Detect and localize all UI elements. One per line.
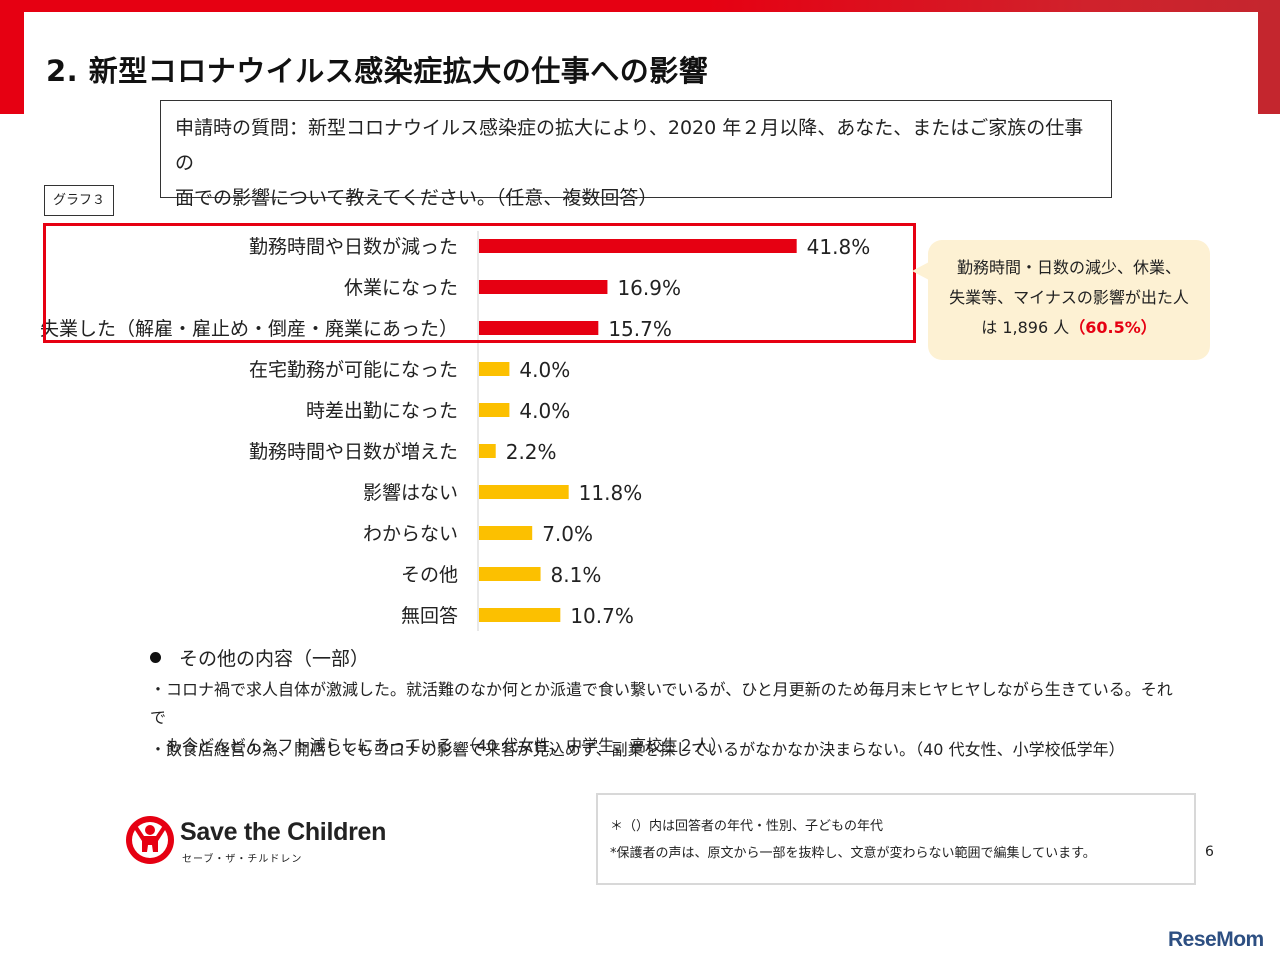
negative-impact-highlight-box [43, 223, 916, 343]
bar [479, 239, 797, 253]
bar [479, 526, 533, 540]
question-line-1: 申請時の質問：新型コロナウイルス感染症の拡大により、2020 年２月以降、あなた… [175, 117, 1084, 174]
top-accent-bar [0, 0, 1280, 12]
graph-tag: グラフ３ [44, 185, 114, 216]
page-title: 2. 新型コロナウイルス感染症拡大の仕事への影響 [46, 54, 709, 88]
comment-line: ・飲食店経営の為、開店してもコロナの影響で来客が見込めず、副業を探しているがなか… [150, 740, 1125, 759]
page-number: 6 [1205, 844, 1214, 860]
value-label: 4.0% [519, 399, 570, 423]
bar [479, 362, 510, 376]
bar [479, 608, 561, 622]
bar [479, 321, 599, 335]
category-label: 失業した（解雇・雇止め・倒産・廃業にあった） [40, 318, 458, 340]
value-label: 10.7% [570, 604, 634, 628]
value-label: 16.9% [617, 276, 681, 300]
value-label: 11.8% [579, 481, 643, 505]
note-line-1: ＊（）内は回答者の年代・性別、子どもの年代 [610, 819, 884, 834]
category-label: 勤務時間や日数が減った [249, 236, 458, 258]
callout-pointer [912, 262, 929, 280]
callout-line-3: は 1,896 人（60.5%） [938, 313, 1200, 343]
category-label: 休業になった [344, 277, 458, 299]
save-the-children-logo: Save the Children セーブ・ザ・チルドレン [122, 808, 392, 868]
callout-count: は 1,896 人 [981, 318, 1070, 337]
other-content-heading-text: その他の内容（一部） [179, 648, 370, 670]
value-label: 4.0% [519, 358, 570, 382]
other-content-heading: その他の内容（一部） [150, 644, 369, 671]
resemom-watermark: ReseMom [1168, 928, 1264, 951]
callout-line-2: 失業等、マイナスの影響が出た人 [949, 288, 1189, 307]
value-label: 15.7% [608, 317, 672, 341]
category-label: 在宅勤務が可能になった [249, 359, 458, 381]
category-label: その他 [401, 564, 458, 586]
value-label: 8.1% [551, 563, 602, 587]
callout-line-1: 勤務時間・日数の減少、休業、 [956, 258, 1181, 277]
category-label: 無回答 [401, 605, 458, 627]
comment-item: ・飲食店経営の為、開店してもコロナの影響で来客が見込めず、副業を探しているがなか… [150, 736, 1180, 764]
category-label: 勤務時間や日数が増えた [249, 441, 458, 463]
comment-line: ・コロナ禍で求人自体が激減した。就活難のなか何とか派遣で食い繋いでいるが、ひと月… [150, 680, 1173, 727]
right-accent-block [1258, 12, 1280, 114]
question-box: 申請時の質問：新型コロナウイルス感染症の拡大により、2020 年２月以降、あなた… [160, 100, 1112, 209]
bar [479, 444, 496, 458]
comment-item: ・コロナ禍で求人自体が激減した。就活難のなか何とか派遣で食い繋いでいるが、ひと月… [150, 676, 1180, 760]
logo-wordmark: Save the Children [180, 818, 387, 846]
callout-percentage: （60.5%） [1069, 318, 1157, 337]
question-line-2: 面での影響について教えてください。（任意、複数回答） [175, 187, 658, 209]
category-label: 影響はない [363, 482, 458, 504]
bullet-icon [150, 652, 161, 663]
category-label: わからない [363, 523, 458, 545]
bar-chart: 勤務時間や日数が減った 41.8% 休業になった 16.9% 失業した（解雇・雇止め・倒… [40, 231, 871, 631]
comment-line: も今どんどんシフト減らしにあっている。（40 代女性、中学生、高校生２人） [150, 736, 727, 755]
notes-box: ＊（）内は回答者の年代・性別、子どもの年代 *保護者の声は、原文から一部を抜粋し… [596, 793, 1196, 885]
category-label: 時差出勤になった [306, 400, 458, 422]
bar [479, 280, 608, 294]
summary-callout: 勤務時間・日数の減少、休業、 失業等、マイナスの影響が出た人 は 1,896 人… [928, 240, 1210, 360]
value-label: 41.8% [807, 235, 871, 259]
value-label: 2.2% [506, 440, 557, 464]
logo-katakana: セーブ・ザ・チルドレン [182, 854, 303, 865]
value-label: 7.0% [542, 522, 593, 546]
children-logo-icon [126, 816, 174, 864]
bar [479, 403, 510, 417]
bar [479, 567, 541, 581]
bar [479, 485, 569, 499]
left-accent-block [0, 12, 24, 114]
note-line-2: *保護者の声は、原文から一部を抜粋し、文意が変わらない範囲で編集しています。 [610, 846, 1096, 861]
